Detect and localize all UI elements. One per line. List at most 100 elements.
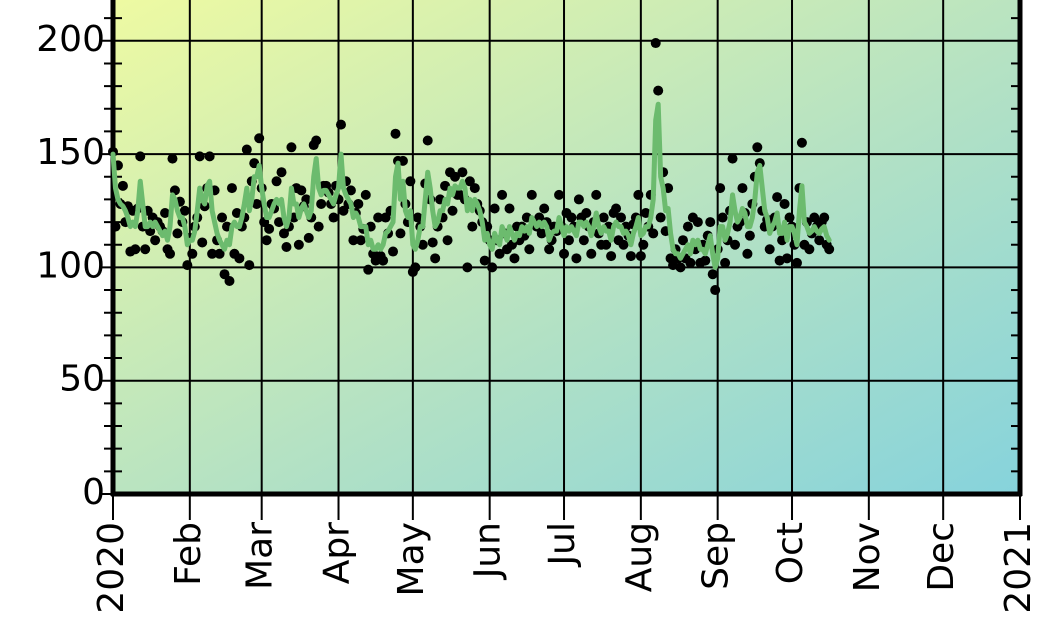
data-point — [412, 212, 423, 223]
data-point — [524, 244, 535, 255]
data-point — [715, 183, 726, 194]
data-point — [796, 137, 807, 148]
data-point — [296, 185, 307, 196]
data-point — [390, 128, 401, 139]
x-tick-label: May — [391, 522, 432, 596]
data-point — [779, 198, 790, 209]
data-point — [261, 235, 272, 246]
data-point — [707, 269, 718, 280]
data-point — [782, 253, 793, 264]
data-point — [430, 253, 441, 264]
y-tick-label: 0 — [82, 472, 105, 513]
data-point — [303, 232, 314, 243]
data-point — [194, 151, 205, 162]
data-point — [217, 212, 228, 223]
data-point — [591, 189, 602, 200]
data-point — [462, 262, 473, 273]
data-point — [130, 244, 141, 255]
data-point — [241, 144, 252, 155]
data-point — [601, 239, 612, 250]
data-point — [417, 239, 428, 250]
data-point — [388, 246, 399, 257]
data-point — [187, 248, 198, 259]
data-point — [526, 189, 537, 200]
data-point — [274, 217, 285, 228]
data-point — [140, 244, 151, 255]
data-point — [539, 203, 550, 214]
data-point — [405, 176, 416, 187]
data-point — [353, 198, 364, 209]
data-point — [494, 248, 505, 259]
data-point — [328, 212, 339, 223]
data-point — [447, 205, 458, 216]
data-point — [717, 212, 728, 223]
trend-line — [110, 101, 832, 270]
x-tick-label: Nov — [847, 522, 888, 592]
data-point — [640, 208, 651, 219]
data-point — [737, 183, 748, 194]
data-point — [160, 208, 171, 219]
y-tick-label: 150 — [36, 132, 105, 173]
data-point — [544, 244, 555, 255]
data-point — [207, 248, 218, 259]
data-point — [224, 275, 235, 286]
data-point — [586, 248, 597, 259]
data-point — [791, 257, 802, 268]
data-point — [618, 239, 629, 250]
x-tick-label: 2021 — [998, 522, 1039, 614]
y-tick-label: 200 — [36, 19, 105, 60]
data-point — [534, 212, 545, 223]
data-point — [682, 221, 693, 232]
data-point — [700, 255, 711, 266]
data-point — [497, 189, 508, 200]
data-point — [650, 38, 661, 49]
data-point — [809, 212, 820, 223]
data-point — [611, 203, 622, 214]
data-point — [335, 119, 346, 130]
y-tick-label: 100 — [36, 245, 105, 286]
data-point — [442, 235, 453, 246]
data-point — [293, 239, 304, 250]
data-point — [606, 251, 617, 262]
data-point — [469, 183, 480, 194]
data-point — [655, 212, 666, 223]
data-point — [705, 217, 716, 228]
data-point — [363, 264, 374, 275]
data-point — [348, 235, 359, 246]
x-tick-label: Dec — [921, 522, 962, 592]
data-point — [197, 237, 208, 248]
data-point — [772, 192, 783, 203]
data-point — [573, 194, 584, 205]
x-tick-label: Oct — [770, 522, 811, 584]
data-point — [479, 255, 490, 266]
data-point — [427, 237, 438, 248]
data-point — [172, 228, 183, 239]
data-point — [710, 285, 721, 296]
data-point — [117, 180, 128, 191]
data-point — [625, 251, 636, 262]
data-point — [633, 189, 644, 200]
data-point — [581, 208, 592, 219]
data-point — [824, 244, 835, 255]
data-point — [150, 235, 161, 246]
x-tick-label: Mar — [240, 522, 281, 590]
data-point — [504, 203, 515, 214]
data-point — [764, 244, 775, 255]
data-point — [819, 212, 830, 223]
data-point — [578, 235, 589, 246]
x-tick-label: Aug — [619, 522, 660, 592]
data-point — [616, 212, 627, 223]
data-point — [251, 198, 262, 209]
data-point — [742, 248, 753, 259]
data-point — [744, 230, 755, 241]
data-point — [226, 183, 237, 194]
data-point — [487, 262, 498, 273]
data-point — [164, 248, 175, 259]
data-point — [316, 198, 327, 209]
data-point — [345, 185, 356, 196]
data-point — [677, 235, 688, 246]
data-point — [559, 248, 570, 259]
data-point — [648, 228, 659, 239]
data-point — [135, 151, 146, 162]
